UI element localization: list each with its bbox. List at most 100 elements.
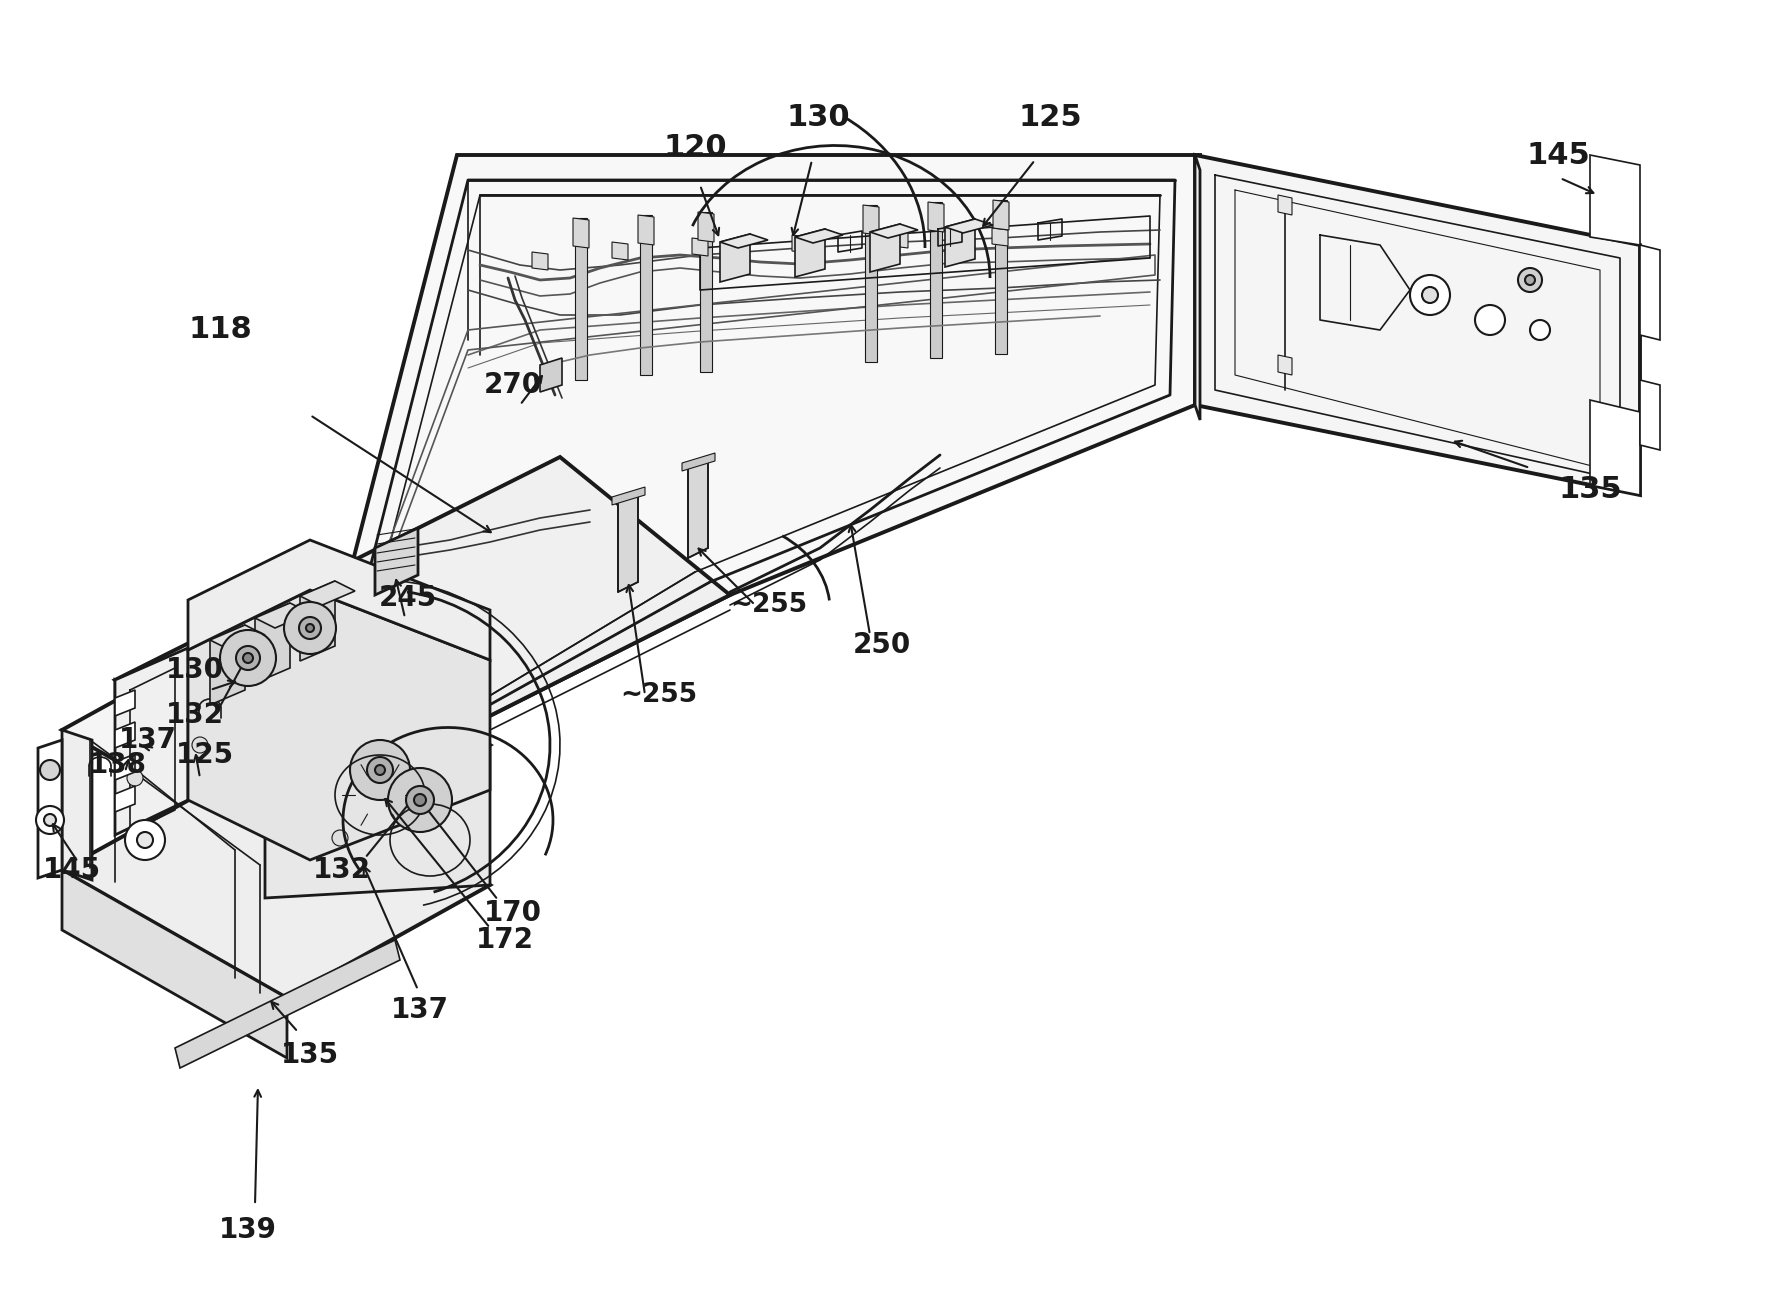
Polygon shape: [114, 690, 136, 716]
Polygon shape: [618, 490, 638, 592]
Polygon shape: [300, 580, 336, 661]
Text: 118: 118: [188, 316, 252, 345]
Circle shape: [45, 815, 55, 826]
Circle shape: [396, 800, 413, 816]
Polygon shape: [863, 205, 879, 236]
Polygon shape: [931, 201, 941, 358]
Polygon shape: [63, 758, 489, 998]
Text: 135: 135: [280, 1041, 339, 1069]
Circle shape: [1518, 268, 1541, 292]
Circle shape: [375, 765, 386, 775]
Circle shape: [193, 737, 207, 753]
Polygon shape: [638, 215, 654, 245]
Text: 145: 145: [43, 855, 102, 884]
Polygon shape: [63, 619, 489, 858]
Circle shape: [39, 761, 61, 780]
Polygon shape: [945, 218, 993, 233]
Text: 125: 125: [177, 741, 234, 769]
Polygon shape: [288, 155, 1200, 819]
Polygon shape: [539, 358, 563, 392]
Polygon shape: [720, 234, 768, 247]
Polygon shape: [188, 540, 489, 661]
Text: 125: 125: [1018, 104, 1082, 133]
Polygon shape: [63, 730, 93, 880]
Polygon shape: [300, 580, 355, 605]
Polygon shape: [639, 215, 652, 375]
Circle shape: [305, 624, 314, 632]
Polygon shape: [613, 242, 629, 261]
Circle shape: [138, 832, 154, 848]
Polygon shape: [698, 212, 714, 242]
Polygon shape: [532, 251, 548, 270]
Polygon shape: [1590, 400, 1640, 495]
Circle shape: [1409, 275, 1450, 315]
Text: 132: 132: [313, 855, 371, 884]
Text: 145: 145: [1525, 141, 1590, 170]
Polygon shape: [114, 754, 136, 780]
Circle shape: [1422, 287, 1438, 303]
Polygon shape: [1279, 195, 1291, 215]
Text: 120: 120: [663, 133, 727, 162]
Circle shape: [243, 653, 254, 663]
Text: 170: 170: [484, 899, 541, 926]
Circle shape: [125, 820, 164, 859]
Polygon shape: [63, 870, 288, 1058]
Polygon shape: [188, 590, 489, 859]
Polygon shape: [945, 218, 975, 267]
Polygon shape: [870, 224, 918, 238]
Polygon shape: [255, 603, 311, 628]
Text: ~255: ~255: [730, 592, 807, 619]
Circle shape: [388, 769, 452, 832]
Polygon shape: [375, 528, 418, 595]
Polygon shape: [791, 236, 807, 253]
Polygon shape: [891, 230, 907, 247]
Polygon shape: [175, 940, 400, 1069]
Polygon shape: [929, 201, 945, 232]
Circle shape: [350, 740, 411, 800]
Polygon shape: [211, 625, 245, 705]
Polygon shape: [1640, 245, 1659, 340]
Text: 135: 135: [1557, 475, 1622, 504]
Polygon shape: [613, 487, 645, 505]
Polygon shape: [1640, 380, 1659, 450]
Circle shape: [1525, 275, 1534, 286]
Polygon shape: [211, 625, 264, 650]
Polygon shape: [688, 457, 707, 558]
Text: 132: 132: [166, 701, 223, 729]
Text: 130: 130: [786, 104, 850, 133]
Text: ~255: ~255: [620, 682, 697, 708]
Circle shape: [236, 646, 261, 670]
Text: 245: 245: [379, 584, 438, 612]
Polygon shape: [114, 647, 188, 834]
Polygon shape: [995, 200, 1007, 354]
Polygon shape: [575, 218, 588, 380]
Polygon shape: [1590, 155, 1640, 245]
Text: 130: 130: [166, 655, 223, 684]
Polygon shape: [264, 745, 489, 898]
Polygon shape: [114, 786, 136, 812]
Circle shape: [405, 786, 434, 815]
Polygon shape: [864, 205, 877, 362]
Circle shape: [1531, 320, 1550, 340]
Polygon shape: [993, 200, 1009, 230]
Polygon shape: [114, 722, 136, 747]
Polygon shape: [1195, 155, 1640, 495]
Circle shape: [414, 794, 427, 805]
Polygon shape: [991, 228, 1007, 246]
Circle shape: [127, 770, 143, 786]
Polygon shape: [114, 680, 288, 858]
Circle shape: [36, 805, 64, 834]
Circle shape: [298, 617, 321, 640]
Polygon shape: [255, 603, 289, 683]
Text: 270: 270: [484, 371, 543, 399]
Polygon shape: [1195, 155, 1200, 420]
Polygon shape: [795, 229, 825, 276]
Polygon shape: [795, 229, 843, 243]
Text: 137: 137: [391, 996, 448, 1024]
Circle shape: [284, 601, 336, 654]
Text: 250: 250: [854, 630, 911, 659]
Polygon shape: [691, 238, 707, 257]
Text: 138: 138: [89, 751, 146, 779]
Polygon shape: [720, 234, 750, 282]
Polygon shape: [682, 453, 714, 471]
